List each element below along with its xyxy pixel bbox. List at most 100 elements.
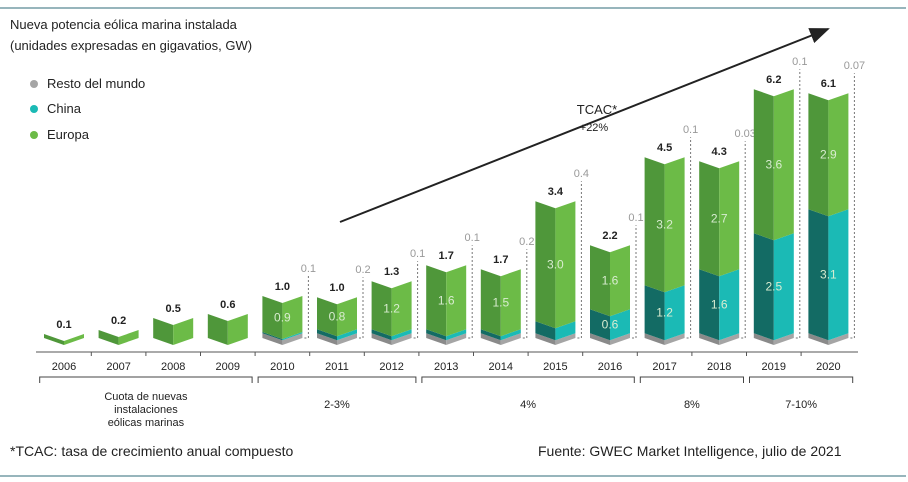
segment-label: 0.9	[274, 311, 291, 325]
bar-segment-europa-right	[719, 161, 740, 277]
bar-segment-europa-right	[500, 269, 521, 337]
bar-segment-resto-del-mundo-right	[664, 333, 685, 345]
tcac-label: TCAC*	[577, 102, 617, 117]
rest-leader-line	[359, 277, 364, 339]
rest-label: 0.1	[465, 232, 480, 244]
bar-segment-europa-left	[808, 93, 829, 217]
bar-segment-china-right	[391, 329, 412, 341]
rest-label: 0.1	[628, 212, 643, 224]
bar-segment-europa-right	[828, 93, 849, 217]
bar-segment-china-right	[555, 321, 576, 341]
year-label: 2007	[106, 361, 130, 373]
bar-segment-china-left	[753, 233, 774, 341]
group-bracket	[639, 376, 744, 383]
bar-segment-europa-right	[173, 318, 194, 345]
year-label: 2020	[816, 361, 840, 373]
segment-label: 1.6	[438, 294, 455, 308]
segment-label: 2.7	[711, 212, 728, 226]
segment-label: 1.5	[492, 296, 509, 310]
bar-segment-europa-right	[282, 296, 303, 339]
rest-label: 0.03	[734, 128, 755, 140]
year-label: 2006	[52, 361, 76, 373]
legend-swatch	[30, 104, 38, 113]
rest-leader-line	[468, 245, 473, 339]
bar-segment-resto-del-mundo-right	[446, 333, 467, 345]
year-label: 2016	[598, 361, 622, 373]
total-label: 0.1	[56, 319, 71, 331]
bar-segment-resto-del-mundo-right	[719, 333, 740, 345]
legend-item-europe: Europa	[30, 127, 89, 142]
total-label: 6.2	[766, 74, 781, 86]
bar-segment-resto-del-mundo-right	[391, 333, 412, 345]
bar-segment-china-left	[480, 329, 501, 341]
legend-item-rest: Resto del mundo	[30, 76, 145, 91]
total-label: 1.0	[275, 281, 290, 293]
legend-swatch	[30, 79, 38, 88]
bar-segment-china-left	[426, 329, 447, 341]
bar-segment-china-right	[282, 332, 303, 341]
bar-segment-china-left	[371, 329, 392, 341]
rest-leader-line	[795, 69, 801, 339]
year-label: 2019	[762, 361, 786, 373]
bar-segment-europa-left	[699, 161, 720, 277]
bar-segment-europa-left	[44, 334, 64, 345]
bar-segment-europa-right	[446, 265, 467, 337]
bar-segment-resto-del-mundo-right	[828, 333, 849, 345]
bar-segment-europa-right	[773, 89, 794, 241]
bar-segment-europa-left	[371, 281, 392, 337]
bar-segment-europa-right	[118, 330, 139, 345]
segment-label: 1.6	[711, 298, 728, 312]
bar-segment-europa-right	[227, 314, 248, 345]
rest-label: 0.2	[519, 236, 534, 248]
segment-label: 2.9	[820, 148, 837, 162]
year-label: 2010	[270, 361, 294, 373]
year-label: 2011	[325, 361, 349, 373]
segment-label: 1.2	[383, 302, 400, 316]
chart-subtitle: (unidades expresadas en gigavatios, GW)	[10, 38, 253, 53]
year-label: 2008	[161, 361, 185, 373]
total-label: 4.3	[712, 146, 727, 158]
bar-segment-europa-left	[207, 314, 228, 345]
legend-item-china: China	[30, 101, 81, 116]
legend-label: Resto del mundo	[47, 76, 146, 91]
bar-segment-europa-left	[480, 269, 501, 337]
growth-arrow	[339, 28, 830, 223]
rest-label: 0.1	[410, 248, 425, 260]
rest-label: 0.4	[574, 168, 589, 180]
year-label: 2009	[216, 361, 240, 373]
year-label: 2017	[652, 361, 676, 373]
group-bracket	[257, 376, 417, 383]
bar-segment-china-right	[773, 233, 794, 341]
segment-label: 1.6	[602, 274, 619, 288]
bar-segment-china-left	[317, 329, 337, 341]
rest-label: 0.07	[844, 60, 865, 72]
group-label: 2-3%	[324, 399, 350, 411]
bar-segment-china-left	[699, 269, 720, 341]
bar-segment-china-right	[337, 329, 357, 341]
tcac-value: +22%	[580, 122, 609, 134]
bar-segment-europa-left	[262, 296, 283, 339]
bar-segment-resto-del-mundo-left	[426, 333, 447, 345]
rest-leader-line	[741, 141, 746, 339]
bar-segment-resto-del-mundo-right	[500, 333, 521, 345]
segment-label: 3.2	[656, 218, 673, 232]
bar-segment-resto-del-mundo-left	[699, 333, 720, 345]
total-label: 4.5	[657, 142, 672, 154]
total-label: 1.7	[493, 254, 508, 266]
legend-label: China	[47, 101, 81, 116]
bar-segment-china-right	[828, 209, 849, 341]
rest-leader-line	[850, 73, 855, 339]
group-bracket	[421, 376, 635, 383]
bar-segment-resto-del-mundo-left	[535, 333, 556, 345]
bar-segment-europa-left	[535, 201, 556, 329]
rest-leader-line	[304, 276, 309, 339]
bar-segment-resto-del-mundo-left	[317, 333, 337, 345]
year-label: 2013	[434, 361, 458, 373]
bar-segment-resto-del-mundo-right	[610, 333, 630, 345]
rest-leader-line	[413, 261, 419, 339]
group-label: Cuota de nuevas instalaciones eólicas mari…	[104, 391, 188, 429]
group-bracket	[39, 376, 253, 383]
rest-label: 0.1	[683, 124, 698, 136]
total-label: 2.2	[602, 230, 617, 242]
